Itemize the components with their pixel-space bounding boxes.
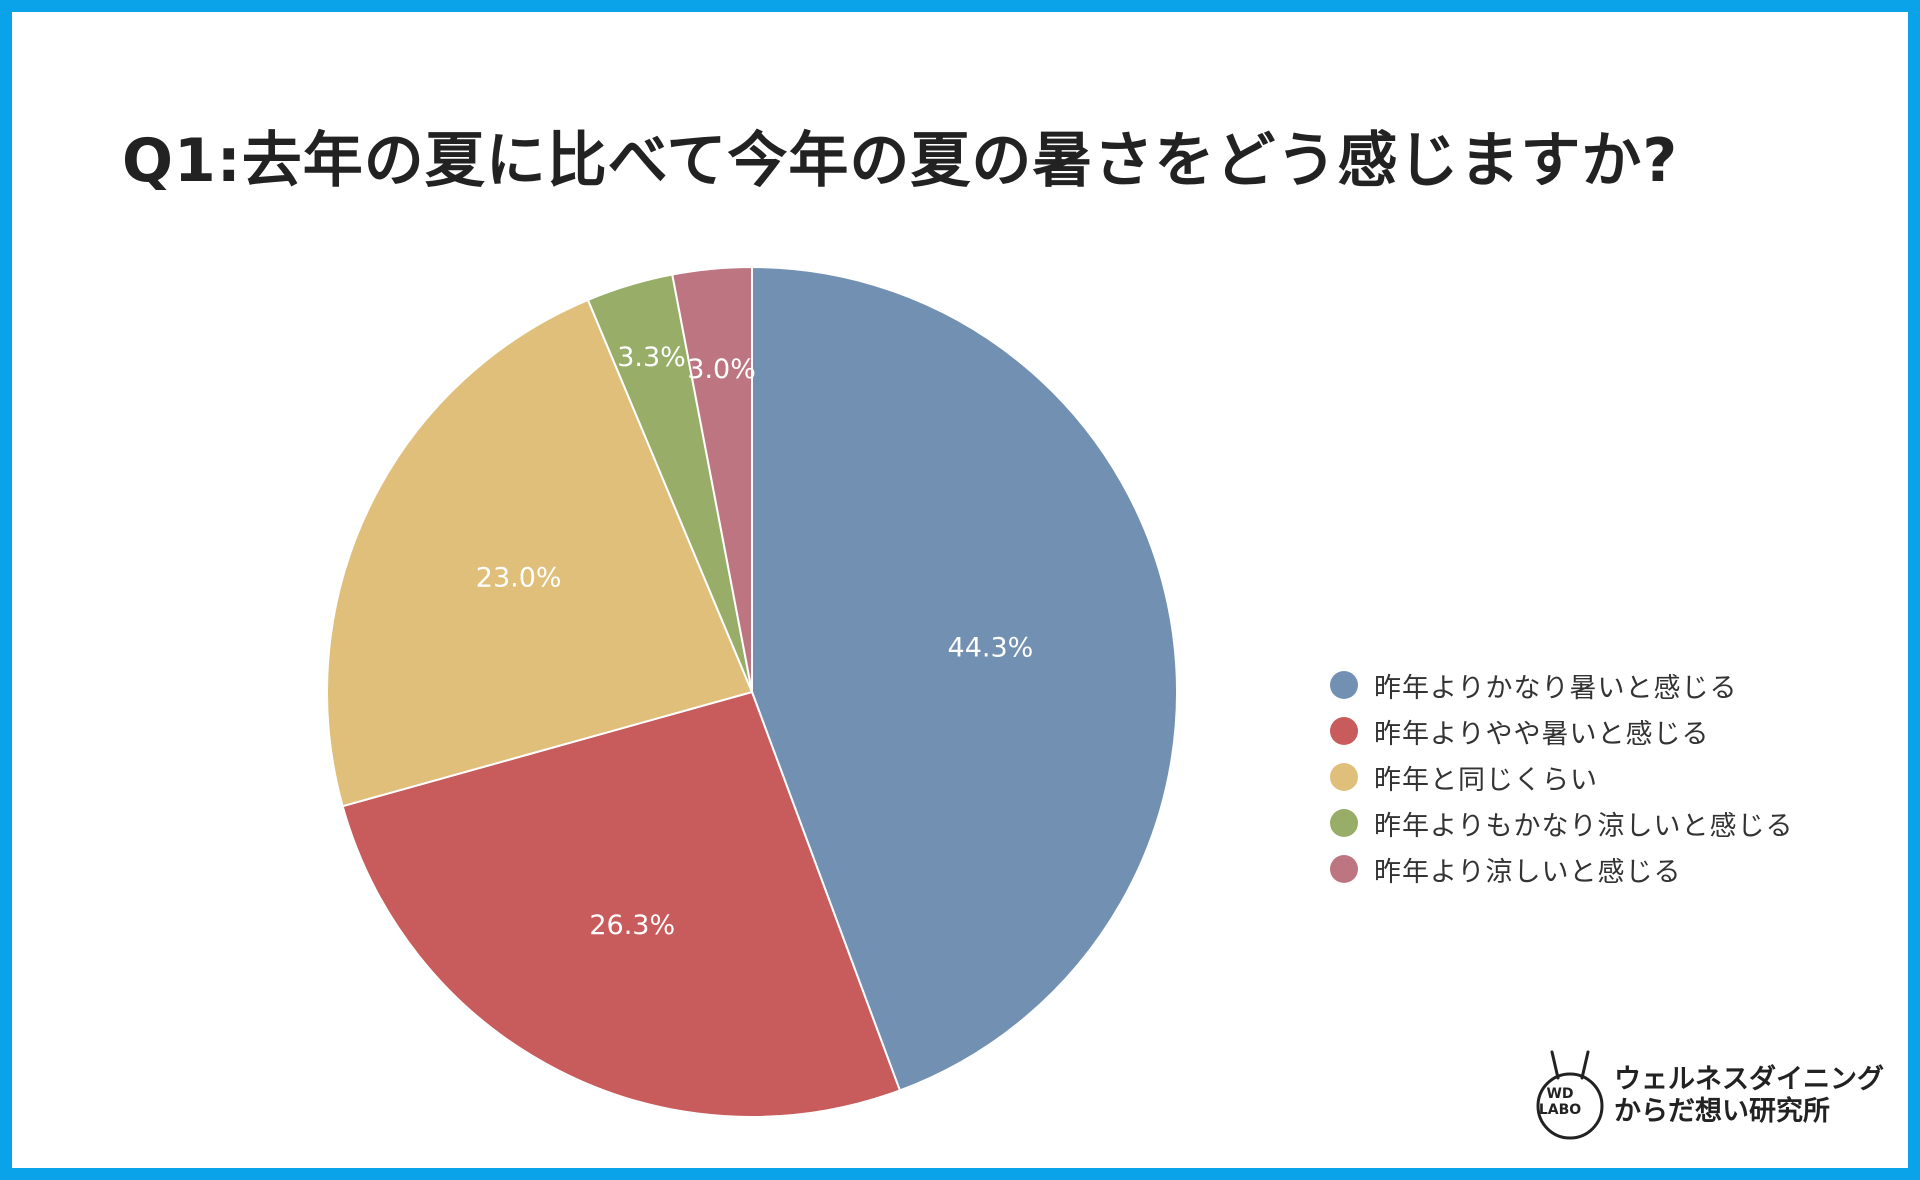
legend-label: 昨年よりやや暑いと感じる — [1374, 718, 1710, 750]
legend-item: 昨年より涼しいと感じる — [1330, 846, 1793, 892]
legend-swatch — [1330, 763, 1358, 791]
slice-data-label: 26.3% — [589, 910, 675, 941]
legend-item: 昨年よりかなり暑いと感じる — [1330, 662, 1793, 708]
chart-title: Q1:去年の夏に比べて今年の夏の暑さをどう感じますか? — [122, 126, 1679, 196]
brand-name-line2: からだ想い研究所 — [1614, 1096, 1830, 1127]
brand-name-line1: ウェルネスダイニング — [1614, 1064, 1884, 1095]
brand-badge: WD LABO — [1530, 1072, 1590, 1132]
legend-label: 昨年と同じくらい — [1374, 764, 1598, 796]
legend-label: 昨年より涼しいと感じる — [1374, 856, 1682, 888]
pie-slice — [326, 298, 754, 808]
brand-name: ウェルネスダイニング からだ想い研究所 — [1614, 1064, 1884, 1128]
flask-icon — [1536, 1050, 1604, 1140]
legend-swatch — [1330, 717, 1358, 745]
pie-slice — [751, 265, 1178, 1092]
legend-item: 昨年よりやや暑いと感じる — [1330, 708, 1793, 754]
legend-swatch — [1330, 855, 1358, 883]
pie-slice — [671, 265, 753, 693]
slice-data-label: 23.0% — [476, 562, 562, 593]
legend-swatch — [1330, 671, 1358, 699]
slice-data-label: 3.3% — [617, 342, 686, 373]
legend-item: 昨年と同じくらい — [1330, 754, 1793, 800]
pie-chart: 44.3% 26.3% 23.0% 3.3% 3.0% — [326, 265, 1178, 1118]
brand-badge-line2: LABO — [1538, 1102, 1582, 1118]
brand-badge-line1: WD — [1546, 1086, 1574, 1102]
legend-swatch — [1330, 809, 1358, 837]
brand-logo-block: WD LABO ウェルネスダイニング からだ想い研究所 — [1522, 1042, 1892, 1142]
legend-item: 昨年よりもかなり涼しいと感じる — [1330, 800, 1793, 846]
slice-data-label: 44.3% — [948, 633, 1034, 664]
chart-legend: 昨年よりかなり暑いと感じる 昨年よりやや暑いと感じる 昨年と同じくらい 昨年より… — [1330, 662, 1793, 892]
pie-slice — [341, 690, 902, 1118]
legend-label: 昨年よりもかなり涼しいと感じる — [1374, 810, 1794, 842]
legend-label: 昨年よりかなり暑いと感じる — [1374, 672, 1738, 704]
slice-data-label: 3.0% — [687, 354, 756, 385]
